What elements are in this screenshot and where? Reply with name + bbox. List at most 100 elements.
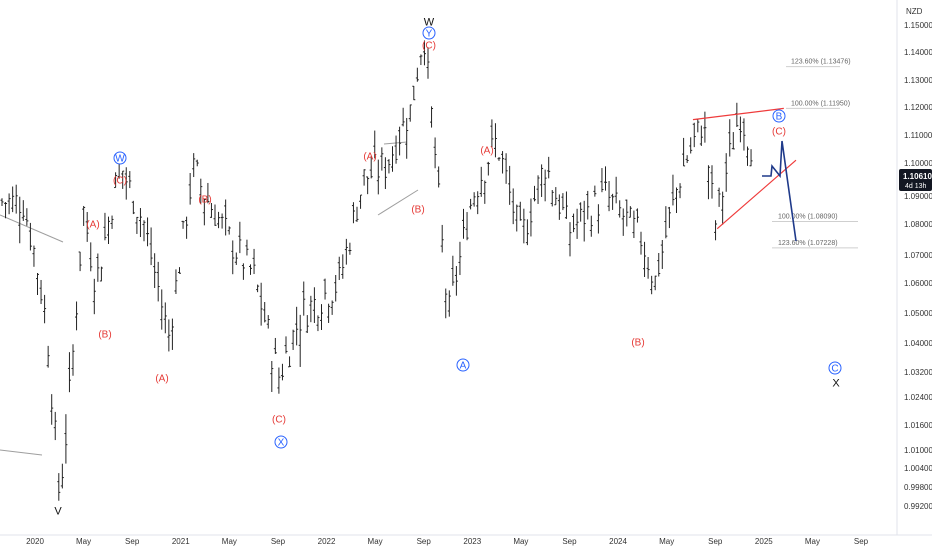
x-tick-label: May <box>659 537 674 546</box>
ohlc-bar <box>135 216 139 234</box>
ohlc-bar <box>224 199 228 236</box>
wave-label-red: (A) <box>86 220 99 231</box>
ohlc-bar <box>533 185 536 202</box>
y-tick-label: 1.07000 <box>904 251 932 260</box>
ohlc-bar <box>618 200 622 218</box>
last-price-box <box>899 169 932 191</box>
x-tick-label: Sep <box>417 537 432 546</box>
ohlc-bar <box>259 282 263 326</box>
ohlc-bar <box>419 54 423 66</box>
ohlc-bar <box>192 153 196 178</box>
wave-label-text: B <box>776 112 783 123</box>
wave-label-black: W <box>424 17 435 29</box>
x-tick-label: May <box>222 537 237 546</box>
ohlc-bar <box>312 287 316 323</box>
ohlc-bar <box>57 473 61 501</box>
ohlc-bar <box>124 167 128 200</box>
ohlc-bar <box>206 182 210 204</box>
wave-label-red: (B) <box>198 195 211 206</box>
fib-level-label: 100.00% (1.08090) <box>778 213 838 220</box>
ohlc-bar <box>309 295 313 323</box>
ohlc-bar <box>469 198 473 210</box>
ohlc-bar <box>728 119 732 157</box>
ohlc-bar <box>241 263 245 280</box>
ohlc-bar <box>11 186 15 213</box>
ohlc-bar <box>337 256 341 280</box>
ohlc-bar <box>266 315 270 329</box>
ohlc-bar <box>596 204 600 234</box>
ohlc-bar <box>277 367 281 394</box>
price-axis-panel[interactable] <box>897 0 932 535</box>
ohlc-bar <box>564 191 568 219</box>
ohlc-bar <box>327 303 331 323</box>
ohlc-bar <box>43 294 47 324</box>
currency-label: NZD <box>906 7 923 16</box>
ohlc-bar <box>0 198 4 207</box>
y-tick-label: 1.00400 <box>904 464 932 473</box>
ohlc-bar <box>394 135 398 164</box>
x-tick-label: May <box>76 537 91 546</box>
ohlc-bar <box>280 363 284 381</box>
ohlc-bar <box>341 254 345 279</box>
ohlc-bar <box>511 188 515 225</box>
fib-level-label: 100.00% (1.11950) <box>791 100 850 107</box>
wave-label-black: X <box>832 378 840 390</box>
wave-label-red: (C) <box>272 415 286 426</box>
ohlc-bar <box>99 266 103 282</box>
ohlc-bar <box>412 85 416 101</box>
ohlc-bar <box>692 122 696 148</box>
ohlc-bar <box>238 221 242 254</box>
ohlc-bar <box>181 220 185 229</box>
ohlc-bar <box>75 301 79 331</box>
wave-label-red: (A) <box>480 146 493 157</box>
ohlc-bar <box>650 275 654 295</box>
ohlc-bar <box>689 137 693 154</box>
ohlc-bar <box>653 275 657 291</box>
x-tick-label: Sep <box>562 537 577 546</box>
ohlc-bar <box>71 344 75 376</box>
ohlc-bar <box>589 215 593 237</box>
ohlc-bar <box>415 67 419 82</box>
ohlc-bar <box>437 166 441 188</box>
ohlc-bar <box>493 123 497 158</box>
wave-label-red: (A) <box>363 152 376 163</box>
ohlc-bar <box>316 315 320 332</box>
trend-line <box>383 141 408 145</box>
ohlc-bar <box>245 239 249 256</box>
ohlc-bar <box>284 336 288 354</box>
ohlc-bar <box>582 200 586 242</box>
ohlc-bar <box>323 278 327 300</box>
last-price-value: 1.10610 <box>903 172 932 181</box>
ohlc-bar <box>454 266 458 296</box>
ohlc-bar <box>621 208 625 236</box>
fib-level-label: 123.60% (1.07228) <box>778 240 838 247</box>
ohlc-bar <box>554 187 558 206</box>
ohlc-bar <box>746 146 749 166</box>
ohlc-bar <box>366 176 370 195</box>
ohlc-bar <box>320 304 323 330</box>
ohlc-bar <box>39 279 43 305</box>
ohlc-bar <box>263 301 267 323</box>
ohlc-bar <box>462 208 465 239</box>
x-tick-label: Sep <box>125 537 140 546</box>
ohlc-bar <box>227 226 231 235</box>
ohlc-bar <box>288 356 292 368</box>
x-tick-label: 2024 <box>609 537 627 546</box>
ohlc-bar <box>440 224 444 253</box>
ohlc-bar <box>447 290 451 317</box>
ohlc-bar <box>398 126 402 156</box>
ohlc-bar <box>579 202 583 222</box>
wave-label-red: (C) <box>772 127 786 138</box>
ohlc-bar <box>291 329 295 350</box>
wave-label-red: (B) <box>98 330 111 341</box>
x-tick-label: 2025 <box>755 537 773 546</box>
ohlc-bar <box>273 337 277 354</box>
ohlc-bar <box>472 192 476 207</box>
ohlc-bar <box>497 157 501 161</box>
ohlc-bar <box>483 180 487 204</box>
ohlc-bar <box>501 151 505 174</box>
ohlc-bar <box>78 251 82 272</box>
ohlc-bar <box>351 202 355 224</box>
